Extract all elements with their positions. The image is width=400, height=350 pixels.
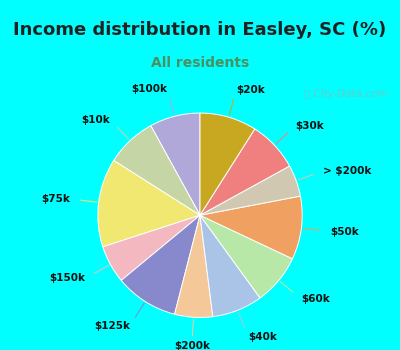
Wedge shape [200, 129, 290, 215]
Wedge shape [200, 166, 300, 215]
Text: $75k: $75k [41, 194, 70, 204]
Text: $40k: $40k [248, 332, 277, 342]
Wedge shape [174, 215, 213, 317]
Text: ⓘ City-Data.com: ⓘ City-Data.com [304, 89, 388, 99]
Wedge shape [98, 161, 200, 247]
Text: $30k: $30k [295, 121, 324, 131]
Text: $10k: $10k [82, 115, 110, 125]
Text: All residents: All residents [151, 56, 249, 70]
Text: $150k: $150k [49, 273, 85, 283]
Text: > $200k: > $200k [323, 166, 372, 176]
Text: $200k: $200k [174, 341, 210, 350]
Wedge shape [103, 215, 200, 280]
Text: $20k: $20k [236, 85, 265, 95]
Wedge shape [200, 215, 260, 317]
Text: Income distribution in Easley, SC (%): Income distribution in Easley, SC (%) [13, 21, 387, 39]
Text: $100k: $100k [132, 84, 168, 93]
Wedge shape [200, 196, 302, 259]
Wedge shape [151, 113, 200, 215]
Text: $125k: $125k [94, 321, 130, 331]
Wedge shape [200, 113, 255, 215]
Text: $50k: $50k [330, 227, 358, 237]
Text: $60k: $60k [301, 294, 330, 304]
Wedge shape [114, 126, 200, 215]
Wedge shape [200, 215, 292, 298]
Wedge shape [121, 215, 200, 314]
